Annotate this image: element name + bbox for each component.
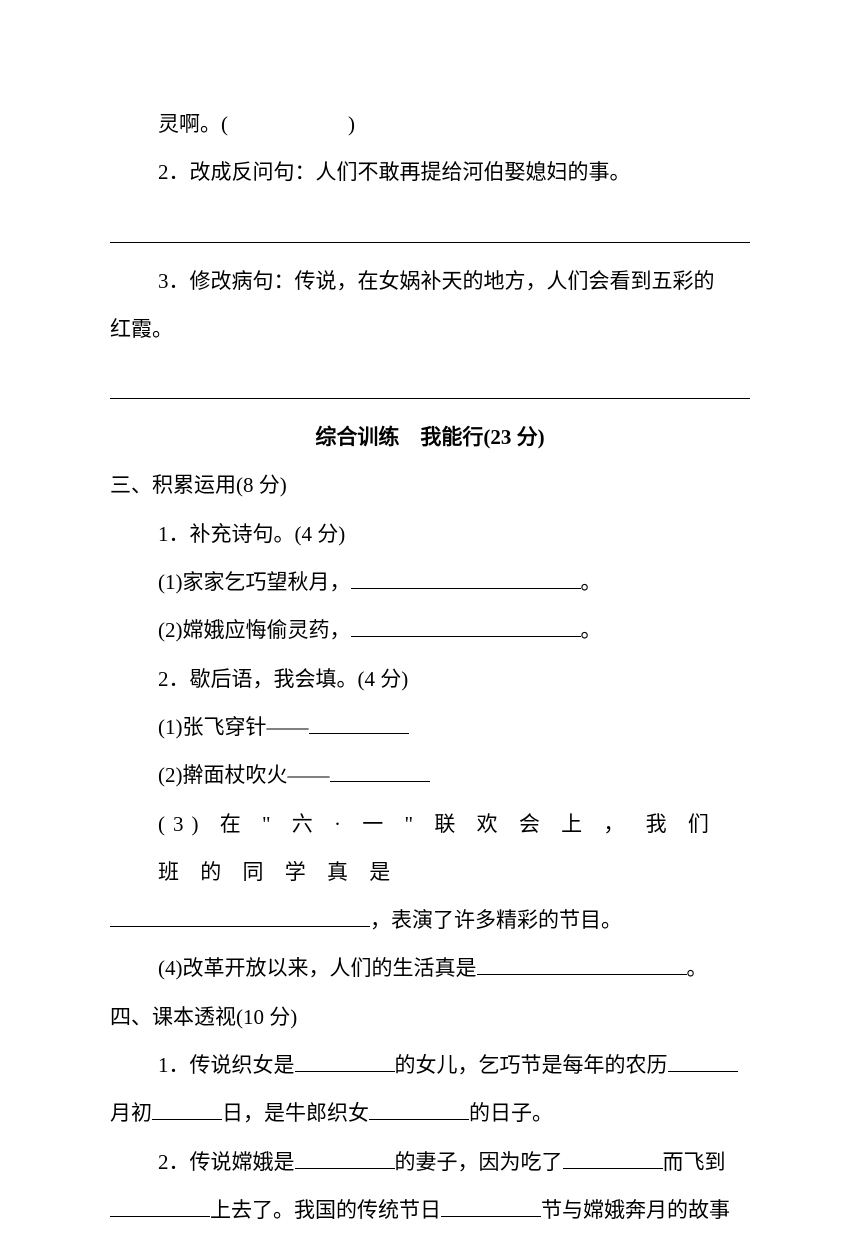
section-3-q1-item1: (1)家家乞巧望秋月， 。 <box>110 558 750 606</box>
question-label: 1．补充诗句。(4 分) <box>158 522 345 546</box>
heading-text: 三、积累运用(8 分) <box>110 473 287 497</box>
fill-blank[interactable] <box>295 1052 395 1072</box>
heading-text: 四、课本透视(10 分) <box>110 1005 297 1029</box>
fill-blank[interactable] <box>369 1100 469 1120</box>
answer-line[interactable] <box>110 215 750 243</box>
section-3-q2-item4: (4)改革开放以来，人们的生活真是 。 <box>110 944 750 992</box>
section-3-q1-item2: (2)嫦娥应悔偷灵药， 。 <box>110 606 750 654</box>
question-3-cont: 红霞。 <box>110 305 750 353</box>
fill-blank[interactable] <box>295 1149 395 1169</box>
section-3-q2-item3-p1: (3) 在 " 六 · 一 " 联 欢 会 上 ， 我 们 班 的 同 学 真 … <box>110 800 750 897</box>
answer-line[interactable] <box>110 371 750 399</box>
text-fragment: (2)嫦娥应悔偷灵药， <box>158 618 351 642</box>
text-fragment: 。 <box>581 618 602 642</box>
text-fragment: ) <box>348 112 355 136</box>
text-fragment: 灵啊。( <box>158 112 228 136</box>
question-label: 2．改成反问句：人们不敢再提给河伯娶媳妇的事。 <box>158 160 631 184</box>
fill-blank[interactable] <box>309 714 409 734</box>
question-2: 2．改成反问句：人们不敢再提给河伯娶媳妇的事。 <box>110 148 750 196</box>
text-fragment: 上去了。我国的传统节日 <box>210 1198 441 1222</box>
text-fragment: (2)擀面杖吹火—— <box>158 763 330 787</box>
section-3-q1: 1．补充诗句。(4 分) <box>110 510 750 558</box>
section-3-q2-item1: (1)张飞穿针—— <box>110 703 750 751</box>
fill-blank[interactable] <box>351 569 581 589</box>
text-fragment: (1)张飞穿针—— <box>158 715 309 739</box>
question-3: 3．修改病句：传说，在女娲补天的地方，人们会看到五彩的 <box>110 257 750 305</box>
fill-blank[interactable] <box>351 617 581 637</box>
text-fragment: 而飞到 <box>663 1150 726 1174</box>
text-fragment: (1)家家乞巧望秋月， <box>158 570 351 594</box>
text-fragment: 红霞。 <box>110 317 173 341</box>
document-content: 灵啊。() 2．改成反问句：人们不敢再提给河伯娶媳妇的事。 3．修改病句：传说，… <box>110 100 750 1234</box>
section-4-q2-line1: 2．传说嫦娥是 的妻子，因为吃了 而飞到 <box>110 1138 750 1186</box>
section-title: 综合训练 我能行(23 分) <box>110 413 750 461</box>
section-4-q1-line2: 月初 日，是牛郎织女 的日子。 <box>110 1089 750 1137</box>
title-text: 综合训练 我能行(23 分) <box>315 425 544 449</box>
fill-blank[interactable] <box>330 762 430 782</box>
text-fragment: 1．传说织女是 <box>158 1053 295 1077</box>
text-fragment: 的女儿，乞巧节是每年的农历 <box>395 1053 668 1077</box>
section-3-q2: 2．歇后语，我会填。(4 分) <box>110 655 750 703</box>
text-fragment: 2．传说嫦娥是 <box>158 1150 295 1174</box>
text-fragment: (3) 在 " 六 · 一 " 联 欢 会 上 ， 我 们 班 的 同 学 真 … <box>158 812 717 884</box>
text-fragment: (4)改革开放以来，人们的生活真是 <box>158 956 477 980</box>
fill-blank[interactable] <box>152 1100 222 1120</box>
line-continuation: 灵啊。() <box>110 100 750 148</box>
section-3-heading: 三、积累运用(8 分) <box>110 461 750 509</box>
section-3-q2-item2: (2)擀面杖吹火—— <box>110 751 750 799</box>
fill-blank[interactable] <box>110 907 370 927</box>
section-4-q2-line2: 上去了。我国的传统节日 节与嫦娥奔月的故事 <box>110 1186 750 1234</box>
text-fragment: 。 <box>581 570 602 594</box>
question-label: 2．歇后语，我会填。(4 分) <box>158 667 408 691</box>
text-fragment: 的妻子，因为吃了 <box>395 1150 563 1174</box>
fill-blank[interactable] <box>668 1052 738 1072</box>
fill-blank[interactable] <box>563 1149 663 1169</box>
fill-blank[interactable] <box>110 1197 210 1217</box>
section-4-heading: 四、课本透视(10 分) <box>110 993 750 1041</box>
text-fragment: 日，是牛郎织女 <box>222 1101 369 1125</box>
text-fragment: 节与嫦娥奔月的故事 <box>541 1198 730 1222</box>
fill-blank[interactable] <box>477 955 687 975</box>
question-label: 3．修改病句：传说，在女娲补天的地方，人们会看到五彩的 <box>158 269 715 293</box>
text-fragment: 月初 <box>110 1101 152 1125</box>
fill-blank[interactable] <box>441 1197 541 1217</box>
text-fragment: 。 <box>687 956 708 980</box>
text-fragment: ，表演了许多精彩的节目。 <box>370 908 622 932</box>
section-4-q1-line1: 1．传说织女是 的女儿，乞巧节是每年的农历 <box>110 1041 750 1089</box>
section-3-q2-item3-p2: ，表演了许多精彩的节目。 <box>110 896 750 944</box>
text-fragment: 的日子。 <box>469 1101 553 1125</box>
